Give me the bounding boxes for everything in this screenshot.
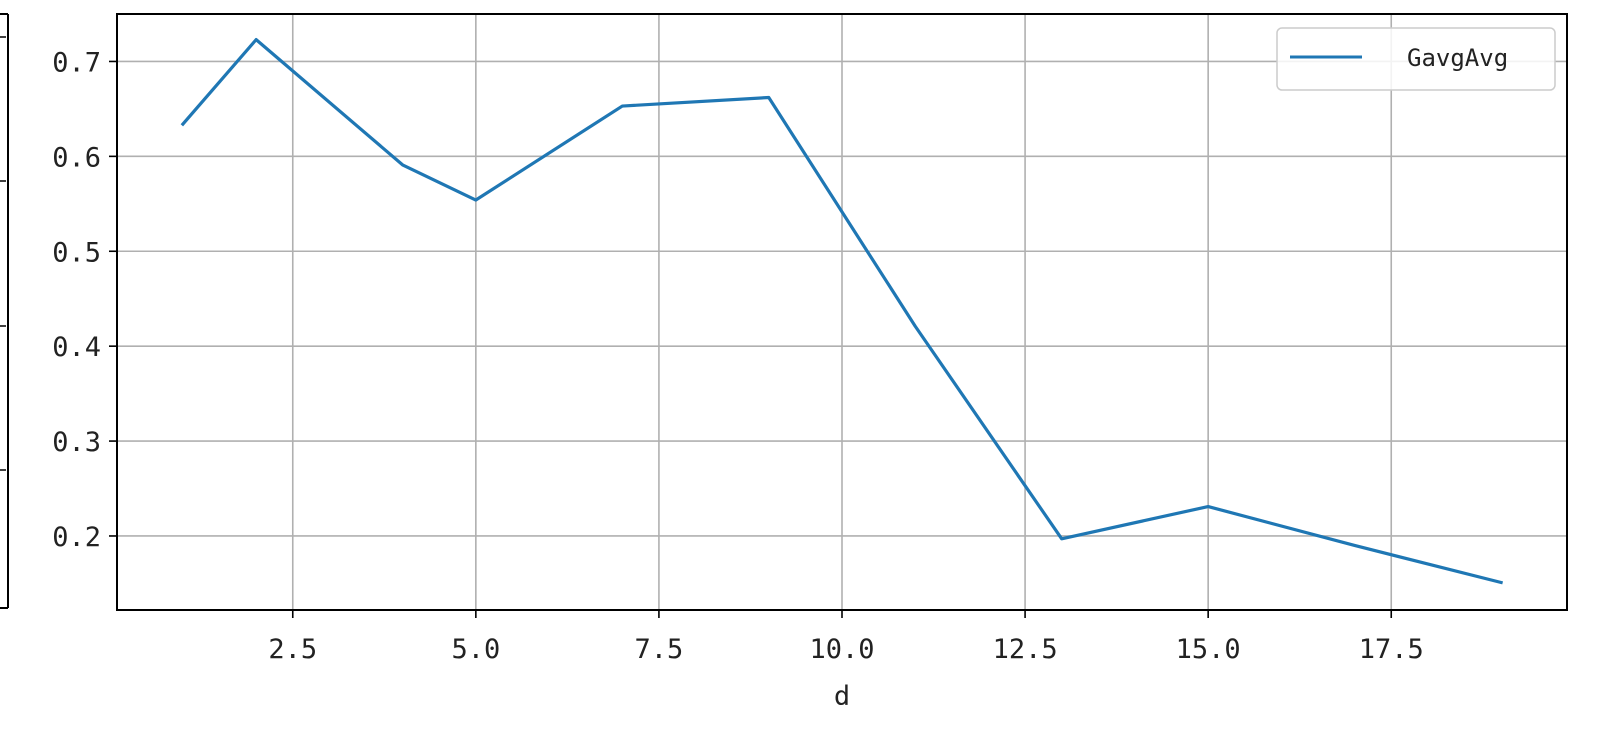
x-tick-label: 17.5 (1359, 634, 1424, 665)
adjacent-plot-edge (0, 13, 9, 609)
y-tick-label: 0.4 (52, 332, 101, 363)
x-axis-ticks: 2.5 5.0 7.5 10.0 12.5 15.0 17.5 (268, 610, 1424, 665)
grid (117, 14, 1567, 610)
y-tick-label: 0.7 (52, 47, 101, 78)
legend: GavgAvg (1276, 27, 1556, 91)
y-tick-label: 0.6 (52, 142, 101, 173)
x-tick-label: 2.5 (268, 634, 317, 665)
x-tick-label: 5.0 (451, 634, 500, 665)
x-tick-label: 15.0 (1176, 634, 1241, 665)
y-tick-label: 0.5 (52, 237, 101, 268)
y-tick-label: 0.3 (52, 427, 101, 458)
x-tick-label: 7.5 (635, 634, 684, 665)
plot-lines (180, 38, 1504, 585)
x-axis-label: d (834, 681, 850, 712)
x-tick-label: 12.5 (993, 634, 1058, 665)
y-axis-ticks: 0.2 0.3 0.4 0.5 0.6 0.7 (52, 47, 117, 553)
x-tick-label: 10.0 (809, 634, 874, 665)
series-line (180, 38, 1504, 585)
legend-label: GavgAvg (1407, 44, 1508, 72)
legend-box (1276, 27, 1556, 91)
y-tick-label: 0.2 (52, 522, 101, 553)
